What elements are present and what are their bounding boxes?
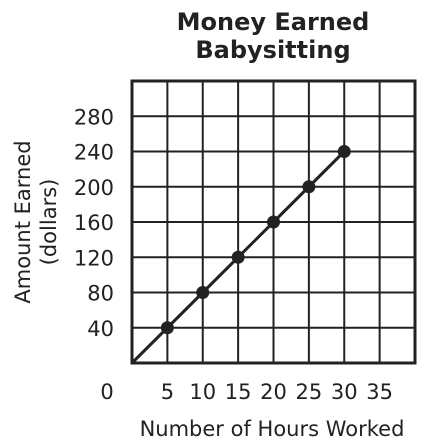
y-axis-title-line-2: (dollars) bbox=[37, 179, 61, 266]
data-point bbox=[302, 180, 315, 193]
x-tick-label: 0 bbox=[100, 380, 113, 404]
x-tick-label: 20 bbox=[260, 380, 287, 404]
x-tick-label: 30 bbox=[331, 380, 358, 404]
x-tick-label: 35 bbox=[366, 380, 393, 404]
x-tick-label: 25 bbox=[296, 380, 323, 404]
data-point bbox=[338, 145, 351, 158]
chart-title-line-1: Money Earned bbox=[177, 8, 370, 36]
y-tick-label: 160 bbox=[74, 211, 114, 235]
y-tick-label: 80 bbox=[87, 282, 114, 306]
x-tick-label: 15 bbox=[225, 380, 252, 404]
y-tick-label: 40 bbox=[87, 317, 114, 341]
y-axis-title-line-1: Amount Earned bbox=[11, 140, 35, 303]
y-tick-label: 120 bbox=[74, 246, 114, 270]
y-tick-label: 240 bbox=[74, 141, 114, 165]
y-tick-label: 280 bbox=[74, 105, 114, 129]
data-point bbox=[196, 286, 209, 299]
data-point bbox=[232, 251, 245, 264]
x-axis-tick-labels: 0 5 10 15 20 25 30 35 bbox=[100, 380, 393, 404]
data-point bbox=[267, 216, 280, 229]
chart-title-line-2: Babysitting bbox=[195, 36, 350, 64]
x-tick-label: 10 bbox=[189, 380, 216, 404]
y-axis-tick-labels: 40 80 120 160 200 240 280 bbox=[74, 105, 114, 341]
y-tick-label: 200 bbox=[74, 176, 114, 200]
data-point bbox=[161, 321, 174, 334]
x-axis-title: Number of Hours Worked bbox=[140, 417, 405, 441]
x-tick-label: 5 bbox=[161, 380, 174, 404]
